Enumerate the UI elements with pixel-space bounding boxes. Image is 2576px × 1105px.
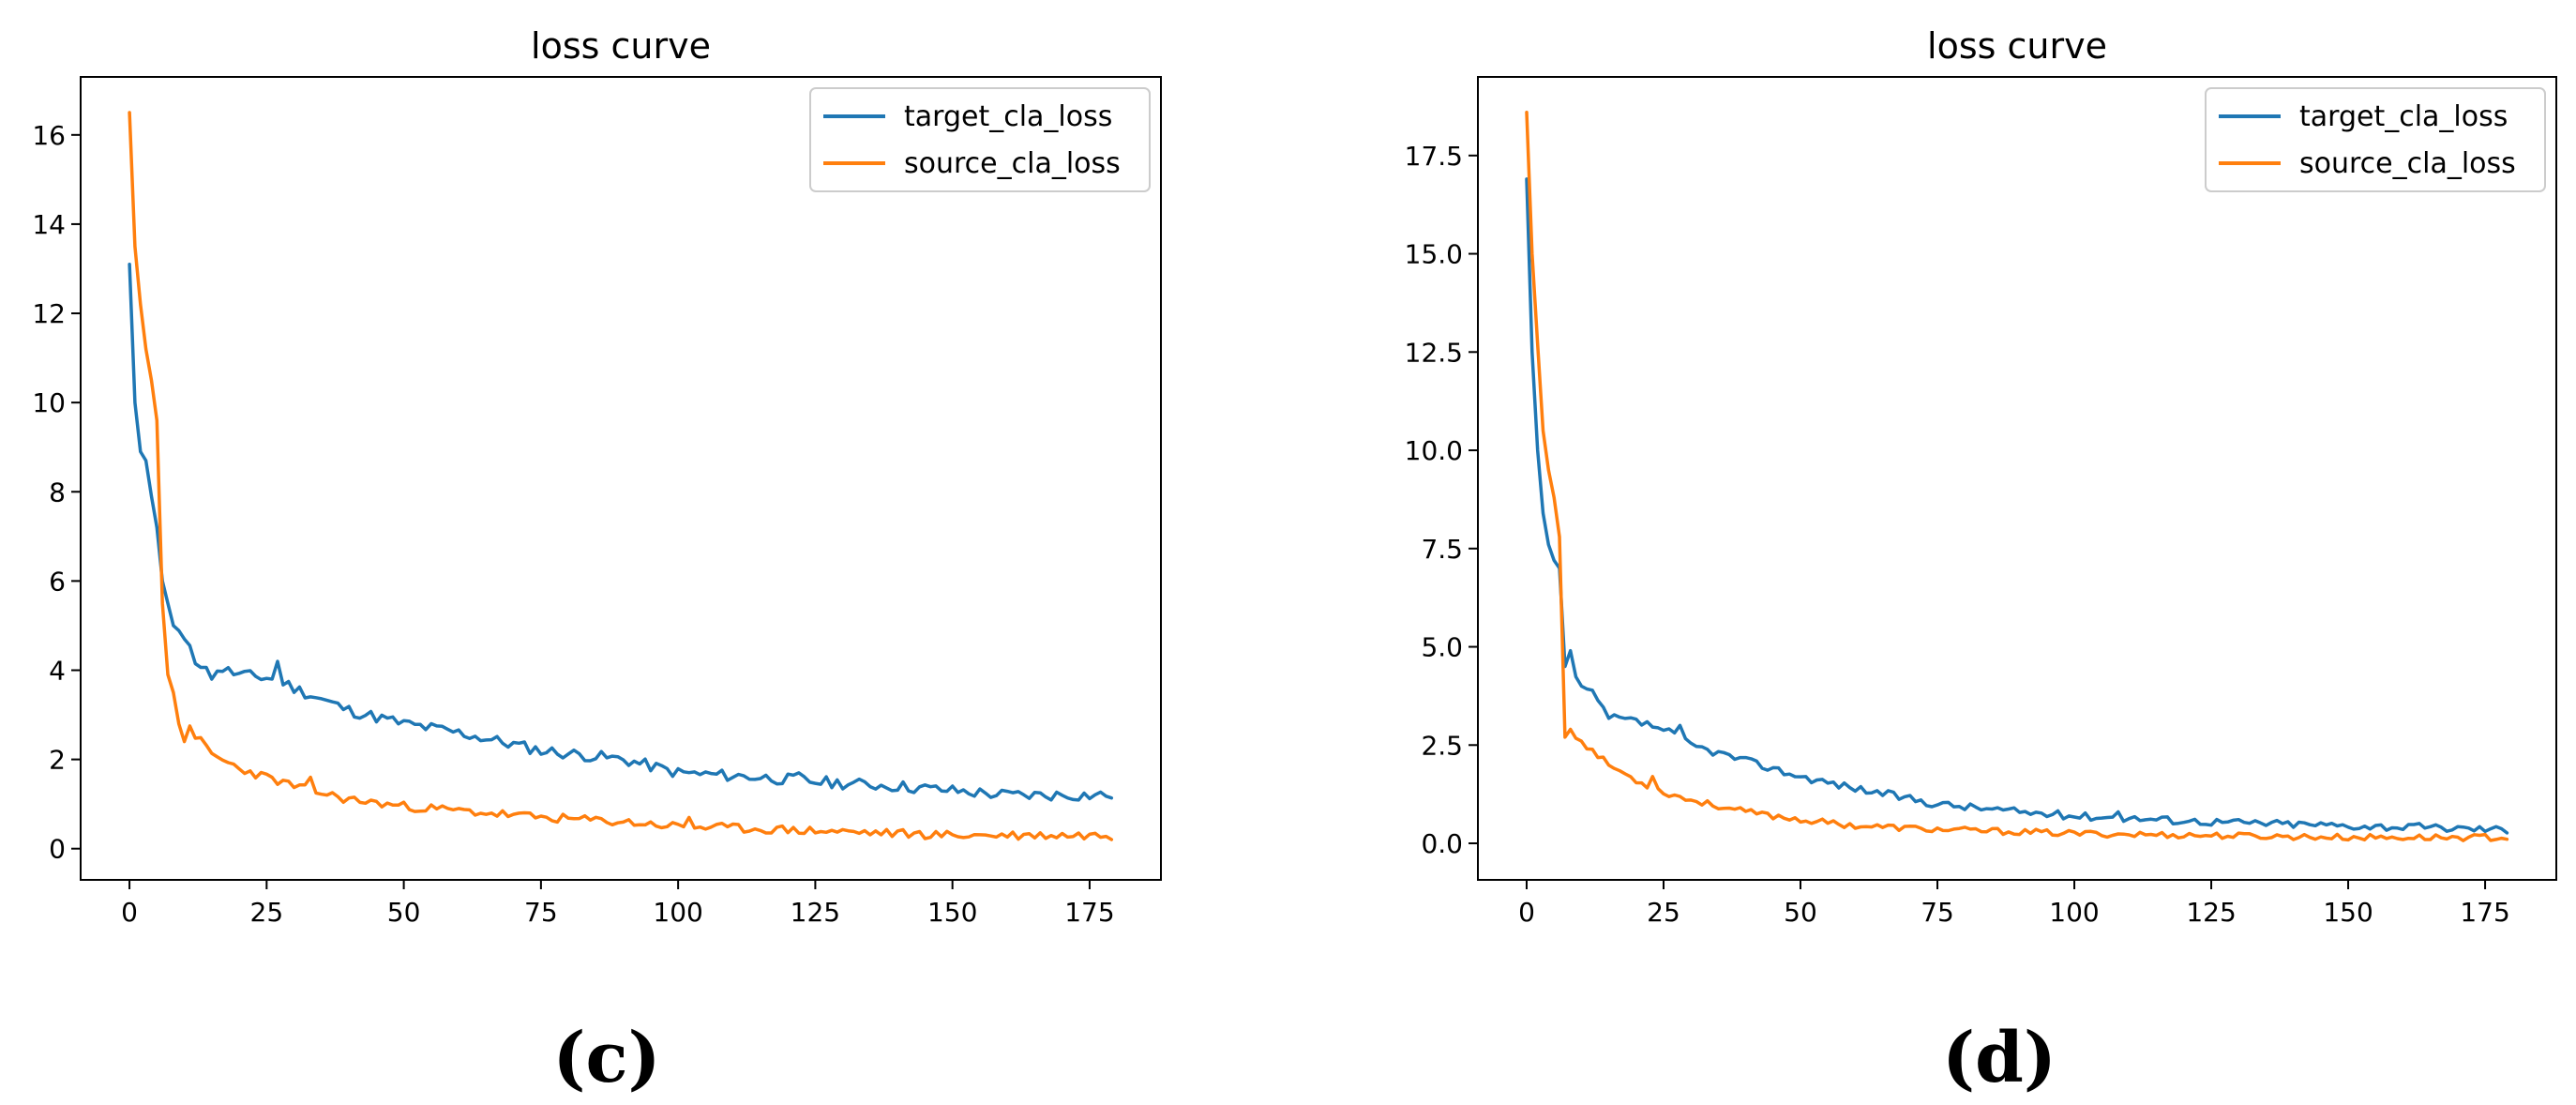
x-tick-label: 25 [1647,897,1680,928]
x-tick-label: 75 [524,897,558,928]
x-tick-label: 75 [1921,897,1954,928]
series-line-target-cla-loss [128,262,1114,802]
x-tick-label: 0 [1518,897,1535,928]
series-line-target-cla-loss [1525,177,2509,835]
series-line-source-cla-loss [128,111,1114,841]
plot-frame [80,76,1162,881]
y-tick-label: 8 [49,477,66,507]
legend-label-source-cla-loss: source_cla_loss [904,147,1121,180]
y-tick-label: 5.0 [1421,632,1463,663]
series-group [128,111,1114,841]
y-tick-label: 15.0 [1405,239,1463,270]
x-tick-label: 175 [2460,897,2509,928]
y-tick-label: 2 [49,745,66,776]
y-tick-label: 10.0 [1405,435,1463,466]
plot-frame [1477,76,2557,881]
x-tick-label: 125 [2186,897,2236,928]
y-tick-label: 0.0 [1421,828,1463,859]
legend-label-target-cla-loss: target_cla_loss [2299,100,2508,133]
chart-panel-d: loss curve 0 25 50 75 100 125 150 175 0.0 2.5 5.0 7.… [1405,25,2557,928]
series-line-source-cla-loss [1525,110,2509,842]
legend-label-source-cla-loss: source_cla_loss [2299,147,2516,180]
y-tick-label: 6 [49,566,66,597]
x-tick-label: 175 [1064,897,1114,928]
x-tick-label: 125 [791,897,840,928]
y-tick-label: 16 [32,120,66,151]
y-tick-label: 2.5 [1421,730,1463,761]
panel-label-d: (d) [1942,1018,2056,1098]
x-tick-label: 0 [121,897,138,928]
series-group [1525,110,2509,842]
panel-label-c: (c) [552,1018,661,1098]
chart-title: loss curve [531,25,711,67]
x-tick-label: 50 [387,897,421,928]
x-tick-label: 100 [653,897,702,928]
y-tick-label: 0 [49,834,66,865]
chart-title: loss curve [1927,25,2107,67]
x-tick-label: 150 [2323,897,2373,928]
legend-label-target-cla-loss: target_cla_loss [904,100,1112,133]
y-tick-label: 4 [49,655,66,686]
y-tick-label: 12.5 [1405,337,1463,368]
x-tick-label: 50 [1784,897,1817,928]
legend: target_cla_loss source_cla_loss [2205,87,2546,192]
y-tick-label: 7.5 [1421,534,1463,565]
y-tick-label: 12 [32,298,66,329]
legend: target_cla_loss source_cla_loss [809,87,1151,192]
y-tick-label: 14 [32,209,66,240]
y-tick-label: 17.5 [1405,141,1463,172]
y-tick-label: 10 [32,387,66,418]
legend-box [2205,87,2546,192]
x-tick-label: 100 [2049,897,2099,928]
chart-panel-c: loss curve 0 25 50 75 100 125 150 175 0 2 4 6 8 10 12 14… [32,25,1162,928]
legend-box [809,87,1151,192]
x-tick-label: 25 [250,897,284,928]
x-tick-label: 150 [927,897,977,928]
